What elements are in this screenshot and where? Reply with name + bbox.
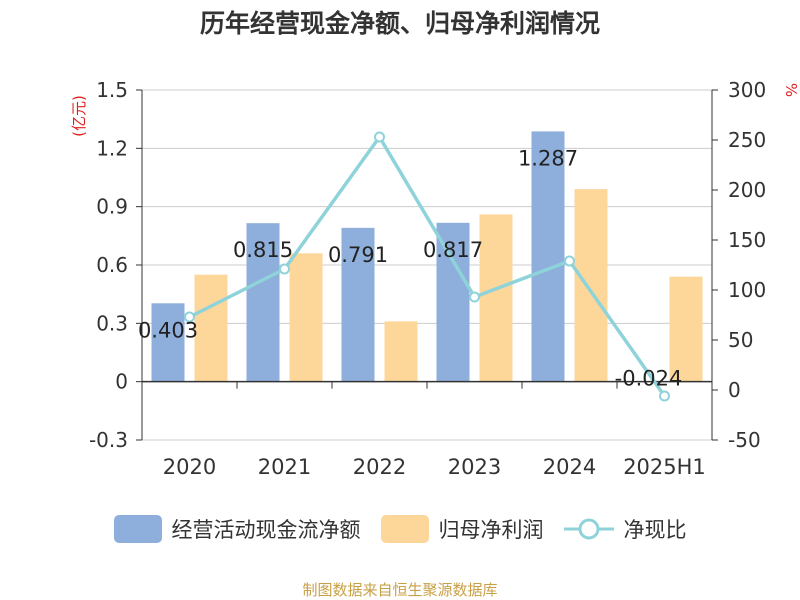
bar-operating-cash-flow <box>341 227 375 382</box>
legend-swatch-cash-ratio <box>563 518 614 540</box>
chart-plot: 1.5 1.2 0.9 0.6 0.3 0 -0.3 300 250 200 150 100 50 0 -5… <box>70 78 800 479</box>
y-right-tick-label: 300 <box>728 78 766 102</box>
bar-data-label: 0.791 <box>328 243 388 267</box>
bar-data-label: 0.817 <box>423 238 483 262</box>
legend-label-net-profit: 归母净利润 <box>438 518 544 542</box>
y-right-tick-label: -50 <box>728 428 761 452</box>
y-left-tick-label: 0.6 <box>96 253 128 277</box>
y-left-tick-label: -0.3 <box>89 428 128 452</box>
bar-net-profit <box>669 276 703 382</box>
grid-layer <box>142 89 712 441</box>
line-point-cash-ratio <box>469 291 480 303</box>
axis-layer: 1.5 1.2 0.9 0.6 0.3 0 -0.3 300 250 200 150 100 50 0 -5… <box>70 78 800 479</box>
y-right-tick-label: 250 <box>728 128 766 152</box>
legend-item-operating-cash-flow[interactable]: 经营活动现金流净额 <box>113 514 361 544</box>
line-point-cash-ratio <box>279 263 290 275</box>
y-right-axis-label: % <box>782 83 800 97</box>
bar-operating-cash-flow <box>246 223 280 382</box>
bar-layer <box>151 131 703 382</box>
legend-item-net-profit[interactable]: 归母净利润 <box>380 514 544 544</box>
line-layer <box>184 131 670 402</box>
bar-data-label: 1.287 <box>518 146 578 170</box>
x-tick-label: 2022 <box>353 455 406 479</box>
legend-label-operating-cash-flow: 经营活动现金流净额 <box>171 518 361 542</box>
legend-swatch-operating-cash-flow <box>113 515 162 543</box>
x-tick-label: 2025H1 <box>623 455 706 479</box>
bar-data-label: 0.403 <box>138 318 198 342</box>
bar-operating-cash-flow <box>531 131 565 382</box>
y-left-tick-label: 1.2 <box>96 136 128 160</box>
y-right-tick-label: 0 <box>728 378 741 402</box>
line-point-cash-ratio <box>374 131 385 143</box>
legend: 经营活动现金流净额 归母净利润 净现比 <box>0 514 800 544</box>
y-left-tick-label: 1.5 <box>96 78 128 102</box>
legend-label-cash-ratio: 净现比 <box>623 518 687 542</box>
y-left-tick-label: 0.9 <box>96 195 128 219</box>
y-right-tick-label: 150 <box>728 228 766 252</box>
y-right-tick-label: 100 <box>728 278 766 302</box>
line-point-cash-ratio <box>184 311 195 323</box>
bar-net-profit <box>479 214 513 382</box>
bar-net-profit <box>384 321 418 382</box>
legend-swatch-net-profit <box>380 515 429 543</box>
bar-data-label: 0.815 <box>233 238 293 262</box>
y-right-tick-label: 50 <box>728 328 753 352</box>
y-left-tick-label: 0.3 <box>96 311 128 335</box>
x-tick-label: 2024 <box>543 455 596 479</box>
x-tick-label: 2020 <box>163 455 216 479</box>
chart-title: 历年经营现金净额、归母净利润情况 <box>199 9 600 38</box>
legend-item-cash-ratio[interactable]: 净现比 <box>563 514 687 544</box>
source-note: 制图数据来自恒生聚源数据库 <box>302 581 498 599</box>
y-right-tick-label: 200 <box>728 178 766 202</box>
y-left-tick-label: 0 <box>115 370 128 394</box>
bar-operating-cash-flow <box>436 222 470 382</box>
bar-net-profit <box>574 189 608 382</box>
bar-net-profit <box>194 274 228 382</box>
line-point-cash-ratio <box>564 255 575 267</box>
x-tick-label: 2023 <box>448 455 501 479</box>
bar-operating-cash-flow <box>151 303 185 382</box>
label-layer: 0.403 0.815 0.791 0.817 1.287 -0.024 <box>138 146 682 390</box>
line-point-cash-ratio <box>659 390 670 402</box>
bar-net-profit <box>289 253 323 382</box>
line-cash-ratio <box>188 135 666 398</box>
x-tick-label: 2021 <box>258 455 311 479</box>
y-left-axis-label: (亿元) <box>70 95 88 137</box>
bar-data-label: -0.024 <box>615 367 683 391</box>
